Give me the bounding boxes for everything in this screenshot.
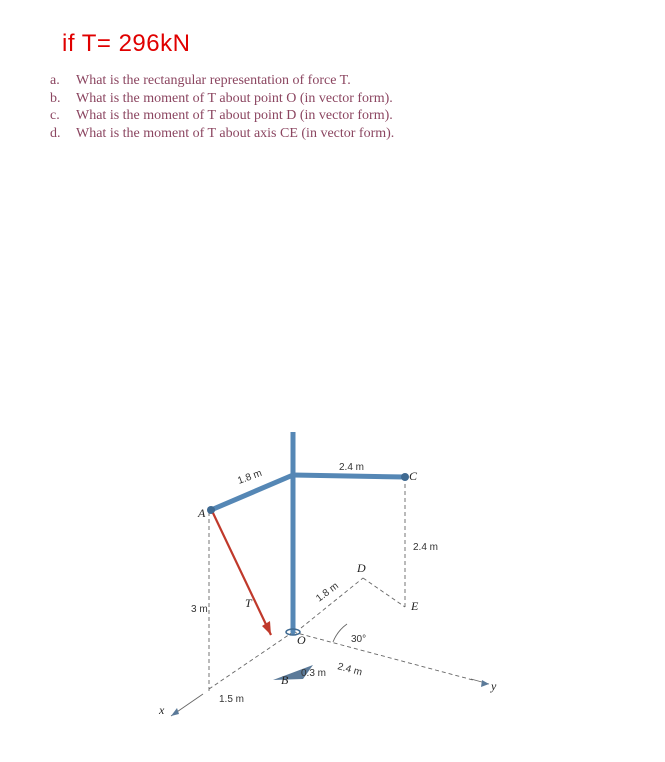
dim-base-x: 1.5 m [219, 694, 244, 705]
x-axis-arrow-icon [171, 708, 179, 716]
label-d: D [356, 561, 366, 575]
question-text: What is the moment of T about axis CE (i… [76, 125, 394, 143]
dim-od: 1.8 m [314, 581, 341, 605]
figure-svg: A C D E O B T x y 1.8 m 2.4 m 2.4 m 1.8 … [153, 432, 513, 732]
question-label: b. [50, 90, 66, 108]
question-label: d. [50, 125, 66, 143]
y-axis-arrow-icon [481, 680, 489, 687]
question-item: d. What is the moment of T about axis CE… [50, 125, 615, 143]
label-e: E [410, 599, 419, 613]
figure: A C D E O B T x y 1.8 m 2.4 m 2.4 m 1.8 … [50, 432, 615, 732]
question-list: a. What is the rectangular representatio… [50, 72, 615, 142]
question-label: c. [50, 107, 66, 125]
question-text: What is the moment of T about point O (i… [76, 90, 393, 108]
force-t-arrow [213, 513, 271, 635]
angle-arc [333, 624, 347, 642]
label-x: x [158, 703, 165, 717]
joint-c [401, 473, 409, 481]
dim-line-d-to-e [363, 578, 405, 607]
question-item: c. What is the moment of T about point D… [50, 107, 615, 125]
dim-c-mast: 2.4 m [339, 462, 364, 473]
dim-a-ground: 3 m [191, 604, 208, 615]
dim-be: 2.4 m [336, 661, 363, 678]
label-c: C [409, 469, 418, 483]
problem-title: if T= 296kN [62, 30, 615, 58]
label-b: B [281, 673, 289, 687]
question-label: a. [50, 72, 66, 90]
question-text: What is the moment of T about point D (i… [76, 107, 393, 125]
member-c [293, 475, 405, 477]
dim-a-mast: 1.8 m [236, 468, 263, 487]
label-y: y [490, 679, 497, 693]
label-a: A [197, 506, 206, 520]
dim-angle: 30° [351, 634, 366, 645]
dim-bx: 0.3 m [301, 668, 326, 679]
label-o: O [297, 633, 306, 647]
dim-ce: 2.4 m [413, 542, 438, 553]
question-item: b. What is the moment of T about point O… [50, 90, 615, 108]
label-t: T [245, 596, 253, 610]
question-item: a. What is the rectangular representatio… [50, 72, 615, 90]
question-text: What is the rectangular representation o… [76, 72, 351, 90]
